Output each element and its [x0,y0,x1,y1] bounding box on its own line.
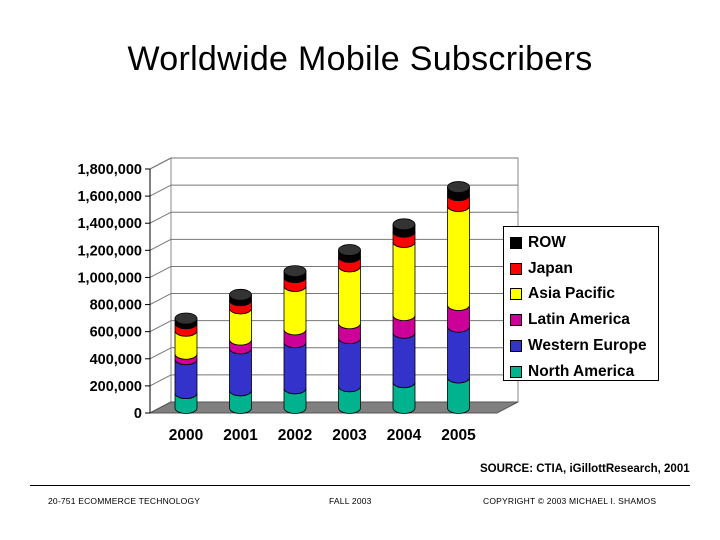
legend-item: Western Europe [504,333,658,359]
x-tick-label: 2001 [223,427,258,444]
legend-item: ROW [504,230,658,256]
legend-label: Western Europe [528,337,647,355]
bar-segment [283,342,307,395]
bar-stack-2000 [174,312,198,414]
legend-swatch [510,262,522,275]
bar-top-cap [447,181,470,193]
legend-item: Latin America [504,307,658,333]
y-tick-label: 1,400,000 [77,216,142,232]
gridline-side [149,184,172,197]
legend-swatch [510,314,522,327]
legend-label: Japan [528,259,573,277]
footer-term: FALL 2003 [329,496,372,506]
gridline-side [149,293,172,305]
bar-stack-2002 [283,265,307,414]
bar-top-cap [392,218,416,231]
legend-label: North America [528,362,635,380]
bar-top-cap [338,244,361,256]
y-tick-label: 1,800,000 [77,162,142,178]
bar-top-cap [283,265,307,277]
y-tick-label: 1,000,000 [77,270,142,286]
x-tick-label: 2000 [169,427,203,444]
bar-segment [447,326,470,384]
source-note: SOURCE: CTIA, iGillottResearch, 2001 [480,463,690,475]
gridline-side [149,266,172,278]
x-tick-label: 2004 [387,427,422,444]
bar-segment [338,338,361,393]
legend-item: Japan [504,256,658,282]
legend-swatch [510,340,522,353]
chart-legend: ROW Japan Asia Pacific Latin America Western… [503,226,659,381]
footer-divider [30,485,690,486]
gridline-side [149,157,172,170]
y-tick-label: 1,200,000 [77,243,142,259]
y-tick-label: 0 [134,406,142,422]
legend-swatch [510,236,522,249]
bar-stack-2003 [338,244,361,414]
legend-label: Asia Pacific [528,285,616,303]
bar-stack-2004 [392,218,416,414]
bar-stack-2001 [229,288,252,414]
chart-labels: 0 200,000 400,000 600,000 800,000 1,000,000 1,… [77,162,476,444]
gridline-side [149,320,172,333]
bar-segment [283,285,307,336]
chart-bars [174,181,470,414]
gridline-side [149,374,172,387]
chart-side-wall [149,157,172,414]
legend-label: ROW [528,233,566,251]
y-tick-label: 600,000 [90,325,142,341]
bar-segment [174,359,198,399]
footer-course: 20-751 ECOMMERCE TECHNOLOGY [48,496,201,506]
bar-segment [338,266,361,330]
legend-swatch [510,365,522,378]
gridline-side [149,238,172,251]
legend-label: Latin America [528,311,630,329]
bar-segment [229,348,252,397]
x-tick-label: 2002 [278,427,312,444]
slide-title: Worldwide Mobile Subscribers [127,40,593,78]
bar-segment [392,332,416,389]
legend-swatch [510,288,522,301]
footer-copyright: COPYRIGHT © 2003 MICHAEL I. SHAMOS [483,496,657,506]
bar-stack-2005 [447,181,470,414]
x-tick-label: 2005 [441,427,476,444]
bar-segment [447,205,470,311]
legend-item: North America [504,359,658,385]
gridline-side [149,211,172,224]
y-tick-label: 1,600,000 [77,189,142,205]
y-tick-label: 400,000 [90,352,142,368]
legend-item: Asia Pacific [504,282,658,308]
bar-segment [392,241,416,322]
y-tick-label: 200,000 [90,379,142,395]
y-tick-label: 800,000 [90,298,142,314]
x-tick-label: 2003 [332,427,367,444]
bar-top-cap [229,288,252,301]
bar-top-cap [174,312,198,325]
gridline-side [149,347,172,360]
